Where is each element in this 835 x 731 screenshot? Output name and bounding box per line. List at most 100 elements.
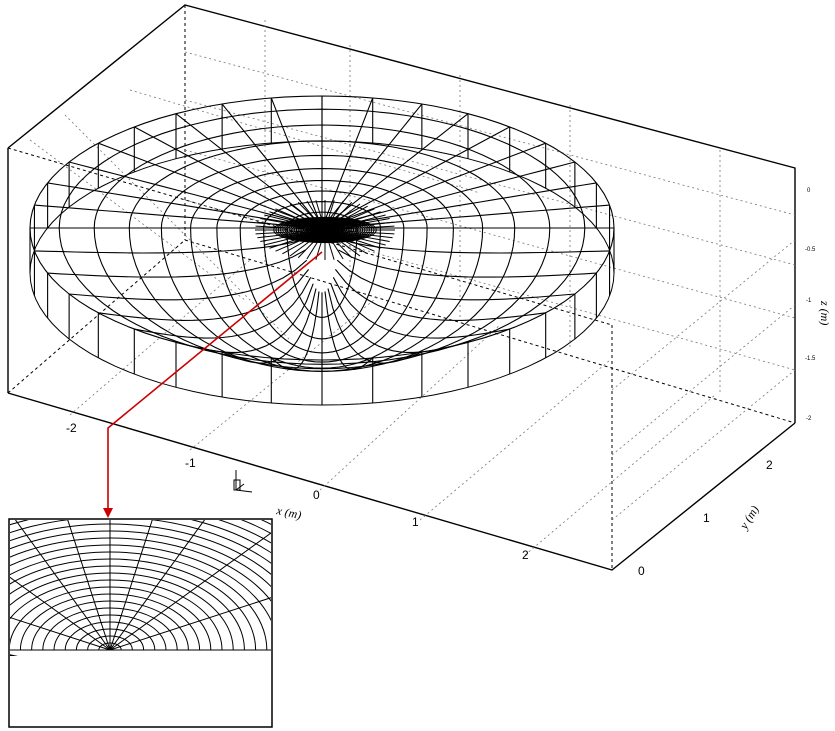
mesh-radial — [337, 161, 576, 225]
refinement-radial — [324, 229, 395, 235]
zoom-inset — [8, 518, 273, 728]
refinement-radial — [289, 229, 326, 257]
z-tick-label: -1.5 — [805, 356, 816, 362]
mesh-radial — [327, 103, 423, 221]
mesh-radial — [330, 113, 469, 222]
mesh-radial — [338, 182, 597, 226]
grid-line — [184, 149, 796, 319]
z-axis-label: z (m) — [818, 300, 832, 325]
grid-line — [29, 139, 246, 301]
x-tick-label: 0 — [313, 488, 320, 502]
mesh-radial — [334, 269, 546, 321]
grid-lines — [29, 20, 796, 556]
mesh-radial — [270, 291, 320, 371]
mesh-radial — [68, 161, 307, 225]
refinement-radial — [324, 205, 368, 231]
mesh-radial — [134, 277, 312, 339]
inset-clip-wedge — [10, 656, 271, 726]
mesh-radial — [327, 288, 423, 364]
refinement-radial — [255, 225, 326, 231]
mesh-radial — [270, 97, 320, 221]
refinement-radial — [324, 229, 335, 260]
refinement-radial — [324, 211, 381, 231]
refinement-radial — [324, 229, 368, 255]
refinement-radial — [324, 218, 390, 231]
y-tick-label: 0 — [638, 564, 645, 578]
grid-line — [524, 394, 716, 556]
y-axis-label: y (m) — [736, 503, 762, 532]
z-tick-label: -1 — [806, 298, 812, 304]
grid-line — [419, 359, 611, 521]
z-axis-ticks: 0 -0.5 -1 -1.5 -2 — [805, 188, 816, 422]
inset-mesh — [10, 520, 271, 726]
refinement-radial — [324, 200, 335, 231]
z-tick-label: -2 — [806, 416, 812, 422]
mesh-radial — [332, 277, 510, 339]
inset-radial — [67, 520, 111, 651]
refinement-radial — [324, 229, 361, 257]
mesh-radial — [330, 283, 469, 353]
x-axis-label: x (m) — [274, 503, 302, 522]
mesh-radial — [336, 259, 575, 301]
inset-radial — [109, 532, 271, 651]
y-axis-ticks: 0 1 2 — [638, 458, 773, 578]
refinement-radial — [264, 214, 326, 231]
grid-line — [611, 304, 796, 456]
z-tick-label: 0 — [807, 188, 811, 194]
callout-arrow — [103, 251, 323, 518]
refinement-radial — [264, 229, 326, 246]
refinement-radial — [275, 229, 326, 252]
refinement-radial — [282, 229, 326, 255]
refinement-radial — [324, 225, 395, 231]
inset-radial — [109, 597, 271, 651]
refinement-radial — [255, 229, 326, 235]
mesh-radial — [338, 249, 597, 278]
refinement-radial — [324, 229, 375, 252]
grid-line — [189, 294, 381, 451]
x-tick-label: 2 — [522, 548, 529, 562]
mesh-radial — [324, 97, 374, 221]
grid-line — [64, 114, 291, 341]
x-tick-label: -1 — [185, 456, 196, 470]
refinement-radial — [260, 218, 326, 231]
x-tick-label: -2 — [66, 421, 77, 435]
mesh-radial — [98, 142, 309, 224]
inset-radial — [10, 576, 111, 651]
mesh-radial — [324, 291, 374, 371]
refinement-radial — [260, 229, 326, 242]
refinement-radial — [306, 200, 326, 231]
refinement-radial — [324, 229, 381, 249]
mesh-radial — [221, 288, 317, 364]
refinement-radial — [306, 229, 326, 260]
mesh-radial — [34, 238, 305, 254]
z-tick-label: -0.5 — [805, 247, 816, 253]
grid-line — [184, 99, 796, 266]
mesh-radial — [175, 113, 314, 222]
mesh-radial — [34, 204, 305, 228]
refinement-radial — [269, 229, 326, 249]
axis-triad-icon — [233, 470, 253, 493]
inset-radial — [109, 520, 153, 651]
ellipsoid-mesh — [29, 95, 615, 406]
refinement-radial — [324, 214, 386, 231]
grid-line — [319, 324, 501, 491]
refinement-radial — [324, 203, 361, 231]
grid-line — [184, 51, 796, 216]
y-tick-label: 1 — [703, 511, 710, 525]
inset-radial — [14, 520, 111, 651]
mesh-radial — [69, 259, 308, 301]
refinement-radial — [282, 205, 326, 231]
refinement-radial — [324, 229, 390, 242]
x-tick-label: 1 — [412, 515, 419, 529]
refinement-radial — [269, 211, 326, 231]
inset-radial — [109, 520, 206, 651]
refinement-radial — [324, 200, 344, 231]
refinement-radial — [289, 203, 326, 231]
refinement-radial — [324, 201, 353, 231]
refinement-radial — [324, 221, 393, 231]
mesh-radial — [175, 283, 314, 353]
grid-line — [129, 89, 481, 194]
mesh-radial — [221, 103, 317, 221]
refinement-radial — [257, 229, 326, 239]
